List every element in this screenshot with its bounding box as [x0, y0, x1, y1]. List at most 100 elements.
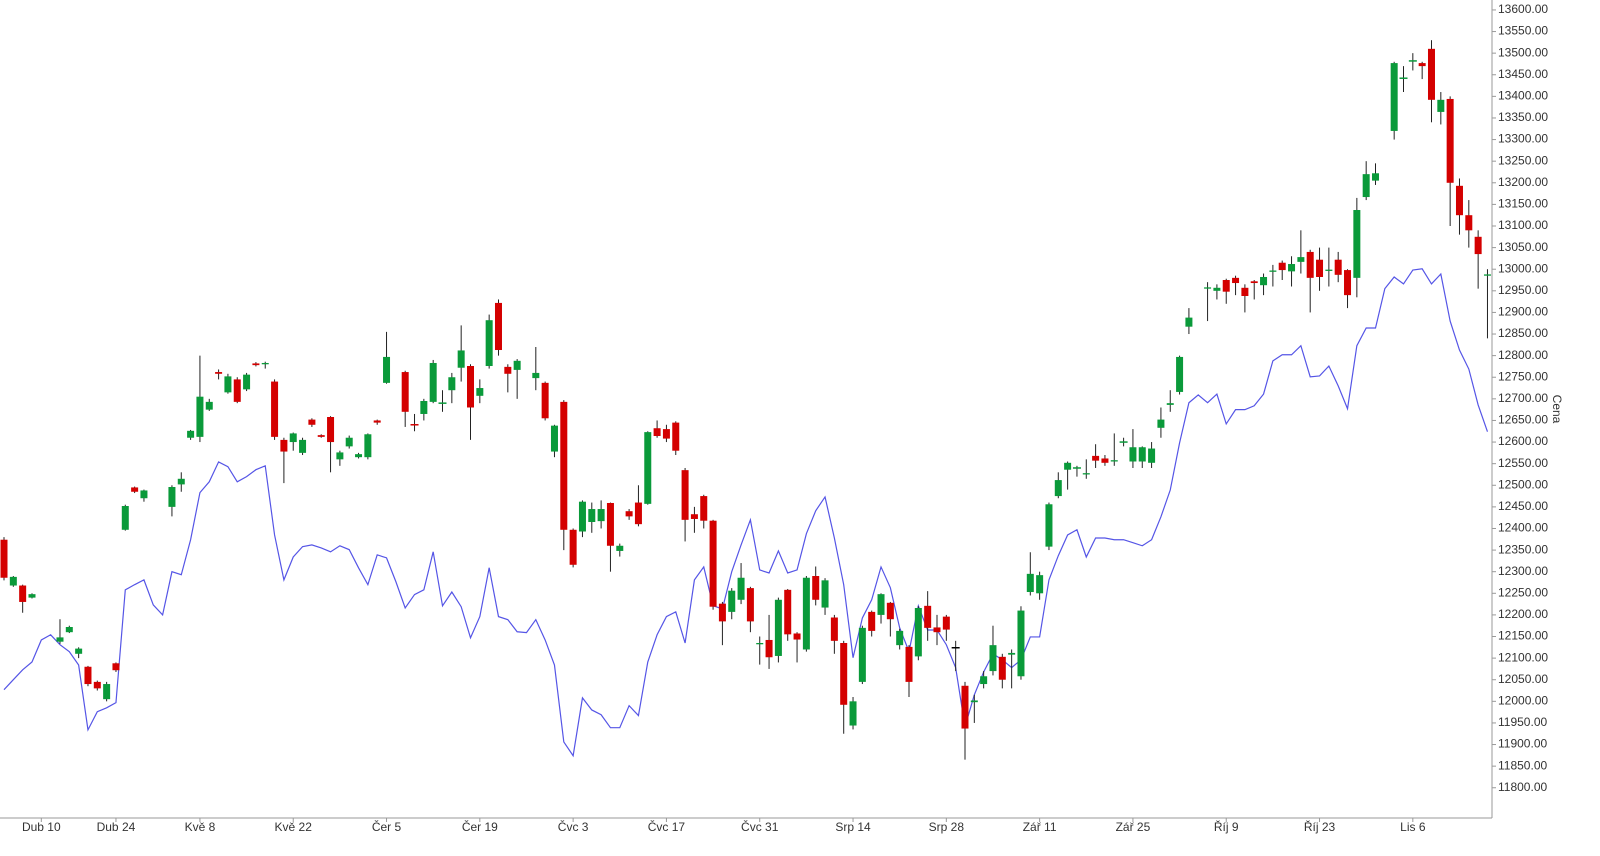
candle-body [588, 509, 596, 522]
x-tick-label: Čer 5 [372, 819, 402, 834]
candle-body [1241, 287, 1249, 297]
candle-body [700, 496, 708, 521]
candle-body [877, 594, 885, 615]
candle-body [746, 588, 754, 622]
candle-body [355, 454, 363, 458]
y-tick-label: 12050.00 [1498, 672, 1548, 686]
y-tick-label: 12500.00 [1498, 477, 1548, 491]
candle-body [728, 590, 736, 612]
candle-body [28, 594, 36, 598]
candle-body [1148, 448, 1156, 463]
candle-body [858, 627, 866, 682]
candle-body [1269, 270, 1277, 272]
candle-body [280, 439, 288, 452]
candle-body [812, 576, 820, 600]
candle-body [718, 603, 726, 622]
candle-body [690, 514, 698, 519]
candle-body [121, 506, 129, 530]
candle-body [625, 511, 633, 517]
x-tick-label: Srp 14 [835, 820, 871, 834]
candle-body [541, 382, 549, 419]
y-tick-label: 12800.00 [1498, 348, 1548, 362]
candle-body [131, 487, 139, 492]
y-tick-label: 13500.00 [1498, 45, 1548, 59]
y-tick-label: 12450.00 [1498, 499, 1548, 513]
candle-body [1176, 356, 1184, 392]
y-tick-label: 12850.00 [1498, 326, 1548, 340]
y-tick-label: 13100.00 [1498, 218, 1548, 232]
candle-body [65, 627, 73, 633]
candle-body [140, 490, 148, 499]
y-tick-label: 13150.00 [1498, 197, 1548, 211]
x-tick-label: Čvc 17 [648, 819, 686, 834]
x-tick-label: Dub 24 [97, 820, 136, 834]
candle-body [1353, 210, 1361, 278]
candle-body [485, 320, 493, 367]
candle-body [224, 376, 232, 393]
candle-body [93, 681, 101, 689]
candle-body [998, 656, 1006, 680]
candle-body [75, 648, 83, 654]
candle-body [364, 434, 372, 458]
y-tick-label: 12100.00 [1498, 650, 1548, 664]
candle-body [1260, 276, 1268, 286]
candle-body [168, 486, 176, 507]
candle-body [970, 700, 978, 703]
candle-body [457, 350, 465, 368]
candle-body [215, 372, 223, 374]
candle-body [1204, 287, 1212, 289]
candle-body [252, 363, 260, 366]
y-tick-label: 12600.00 [1498, 434, 1548, 448]
candle-body [597, 509, 605, 522]
candle-body [550, 425, 558, 452]
candle-body [653, 428, 661, 437]
candle-body [672, 422, 680, 451]
candle-body [56, 637, 64, 642]
candle-body [1092, 455, 1100, 461]
candle-body [429, 362, 437, 402]
candle-body [756, 642, 764, 645]
candle-body [793, 633, 801, 640]
candle-body [1101, 458, 1109, 463]
candle-body [896, 630, 904, 646]
candle-body [1390, 63, 1398, 131]
candle-body [1483, 274, 1491, 276]
candle-body [1138, 447, 1146, 462]
y-tick-label: 13600.00 [1498, 2, 1548, 16]
candle-body [84, 666, 92, 685]
candle-body [980, 676, 988, 685]
candle-body [1455, 185, 1463, 216]
candle-body [476, 388, 484, 396]
y-tick-label: 13300.00 [1498, 132, 1548, 146]
candle-body [1325, 269, 1333, 271]
candle-body [914, 607, 922, 657]
candle-body [849, 701, 857, 726]
candle-body [989, 645, 997, 672]
candle-body [886, 602, 894, 620]
y-tick-label: 11850.00 [1498, 758, 1547, 772]
candle-body [1222, 280, 1230, 292]
candle-body [9, 576, 17, 586]
candle-body [233, 379, 241, 402]
candle-body [373, 420, 381, 423]
candle-body [830, 617, 838, 641]
y-tick-label: 12150.00 [1498, 629, 1548, 643]
candle-body [774, 599, 782, 656]
candle-body [840, 642, 848, 705]
candle-body [1288, 264, 1296, 272]
candle-body [942, 616, 950, 630]
candle-body [1054, 480, 1062, 497]
candle-body [821, 580, 829, 608]
candle-body [560, 401, 568, 530]
candle-body [317, 435, 325, 437]
candle-body [401, 372, 409, 412]
candle-body [924, 605, 932, 628]
candle-body [1036, 575, 1044, 594]
candle-body [634, 502, 642, 525]
candle-body [345, 437, 353, 447]
candle-body [177, 478, 185, 485]
y-tick-label: 11950.00 [1498, 715, 1547, 729]
y-tick-label: 12300.00 [1498, 564, 1548, 578]
candle-body [271, 381, 279, 437]
